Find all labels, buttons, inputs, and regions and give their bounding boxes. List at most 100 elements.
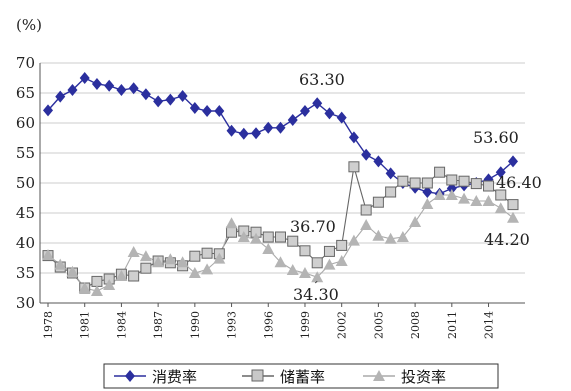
savings-point xyxy=(189,250,201,262)
legend-label-savings: 储蓄率 xyxy=(280,368,325,386)
savings-point xyxy=(311,257,323,269)
annotation-savings-end: 46.40 xyxy=(496,173,542,192)
investment-point xyxy=(237,231,250,242)
investment-point xyxy=(188,267,201,278)
investment-point xyxy=(470,195,483,206)
savings-point xyxy=(91,275,103,287)
savings-point xyxy=(348,161,360,173)
legend-square-icon xyxy=(251,369,264,382)
consumption-point xyxy=(287,114,298,126)
investment-point xyxy=(127,246,140,257)
investment-point xyxy=(250,232,263,244)
consumption-point xyxy=(238,127,249,140)
consumption-point xyxy=(299,105,310,117)
investment-point xyxy=(225,217,238,229)
savings-point xyxy=(385,186,397,198)
savings-point xyxy=(397,175,409,187)
consumption-point xyxy=(251,127,262,140)
consumption-point xyxy=(214,105,225,117)
x-tick-label: 1987 xyxy=(152,311,165,339)
legend-triangle-icon xyxy=(373,370,385,381)
y-tick-label: 70 xyxy=(16,54,35,72)
investment-point xyxy=(164,253,177,265)
savings-point xyxy=(140,262,152,274)
x-tick-label: 1993 xyxy=(226,311,239,339)
investment-point xyxy=(323,258,336,270)
consumption-point xyxy=(67,84,78,96)
savings-point xyxy=(421,177,433,189)
savings-point xyxy=(299,245,311,257)
investment-point xyxy=(409,216,422,227)
consumption-point xyxy=(361,148,372,161)
consumption-point xyxy=(189,102,200,114)
y-tick-label: 55 xyxy=(16,144,35,162)
x-tick-label: 1990 xyxy=(189,311,202,339)
consumption-point xyxy=(385,167,396,180)
savings-point xyxy=(470,178,482,190)
investment-point xyxy=(298,267,311,278)
savings-point xyxy=(128,270,140,282)
investment-point xyxy=(139,250,152,262)
x-axis-tick-labels: 1978 1981 1984 1987 1990 1993 1996 1999 2002 2005… xyxy=(42,303,496,339)
investment-point xyxy=(360,219,373,230)
annotation-savings-low: 36.70 xyxy=(290,217,336,236)
investment-point xyxy=(286,264,299,275)
x-tick-label: 2014 xyxy=(483,311,496,339)
investment-point xyxy=(78,282,91,293)
legend-label-investment: 投资率 xyxy=(401,368,446,386)
consumption-point xyxy=(55,90,66,103)
y-axis-tick-labels: 30 35 40 45 50 55 60 65 70 xyxy=(16,54,35,312)
y-tick-label: 65 xyxy=(16,84,35,102)
consumption-point xyxy=(226,124,237,137)
consumption-point xyxy=(91,78,102,90)
savings-point xyxy=(201,247,213,259)
consumption-point xyxy=(79,72,90,84)
consumption-point xyxy=(508,155,518,168)
legend-item-consumption: 消费率 xyxy=(114,368,197,386)
annotation-consumption-peak: 63.30 xyxy=(299,70,345,89)
savings-point xyxy=(360,204,372,216)
x-tick-label: 2002 xyxy=(336,311,349,339)
investment-point xyxy=(152,256,165,268)
investment-point xyxy=(347,234,360,246)
investment-point xyxy=(433,189,446,200)
y-tick-label: 30 xyxy=(16,294,35,312)
investment-point xyxy=(201,263,214,275)
consumption-point xyxy=(116,84,127,96)
investment-point xyxy=(335,255,348,266)
investment-point xyxy=(176,256,189,268)
consumption-point xyxy=(140,88,151,101)
y-tick-label: 40 xyxy=(16,234,35,252)
consumption-point xyxy=(336,111,347,124)
investment-point xyxy=(262,243,275,254)
savings-point xyxy=(507,199,519,211)
investment-point xyxy=(66,265,79,277)
investment-point xyxy=(42,249,54,260)
x-tick-label: 1981 xyxy=(79,311,92,339)
savings-point xyxy=(323,245,335,257)
savings-point xyxy=(458,175,470,187)
savings-point xyxy=(336,239,348,251)
legend-item-investment: 投资率 xyxy=(363,368,446,386)
savings-point xyxy=(287,235,299,247)
investment-point xyxy=(274,256,287,268)
x-tick-label: 1999 xyxy=(299,311,312,339)
investment-point xyxy=(445,189,458,200)
consumption-point xyxy=(165,93,176,106)
consumption-point xyxy=(373,155,384,168)
savings-point xyxy=(226,226,238,238)
y-tick-label: 50 xyxy=(16,174,35,192)
consumption-point xyxy=(177,90,188,102)
consumption-point xyxy=(128,82,139,95)
x-tick-label: 2005 xyxy=(372,311,385,339)
savings-point xyxy=(372,196,384,208)
investment-point xyxy=(90,285,103,296)
investment-point xyxy=(372,229,385,241)
x-tick-label: 2011 xyxy=(446,311,459,339)
legend-item-savings: 储蓄率 xyxy=(242,368,325,386)
investment-point xyxy=(507,211,519,223)
consumption-point xyxy=(202,105,213,117)
y-tick-label: 35 xyxy=(16,264,35,282)
y-tick-label: 60 xyxy=(16,114,35,132)
